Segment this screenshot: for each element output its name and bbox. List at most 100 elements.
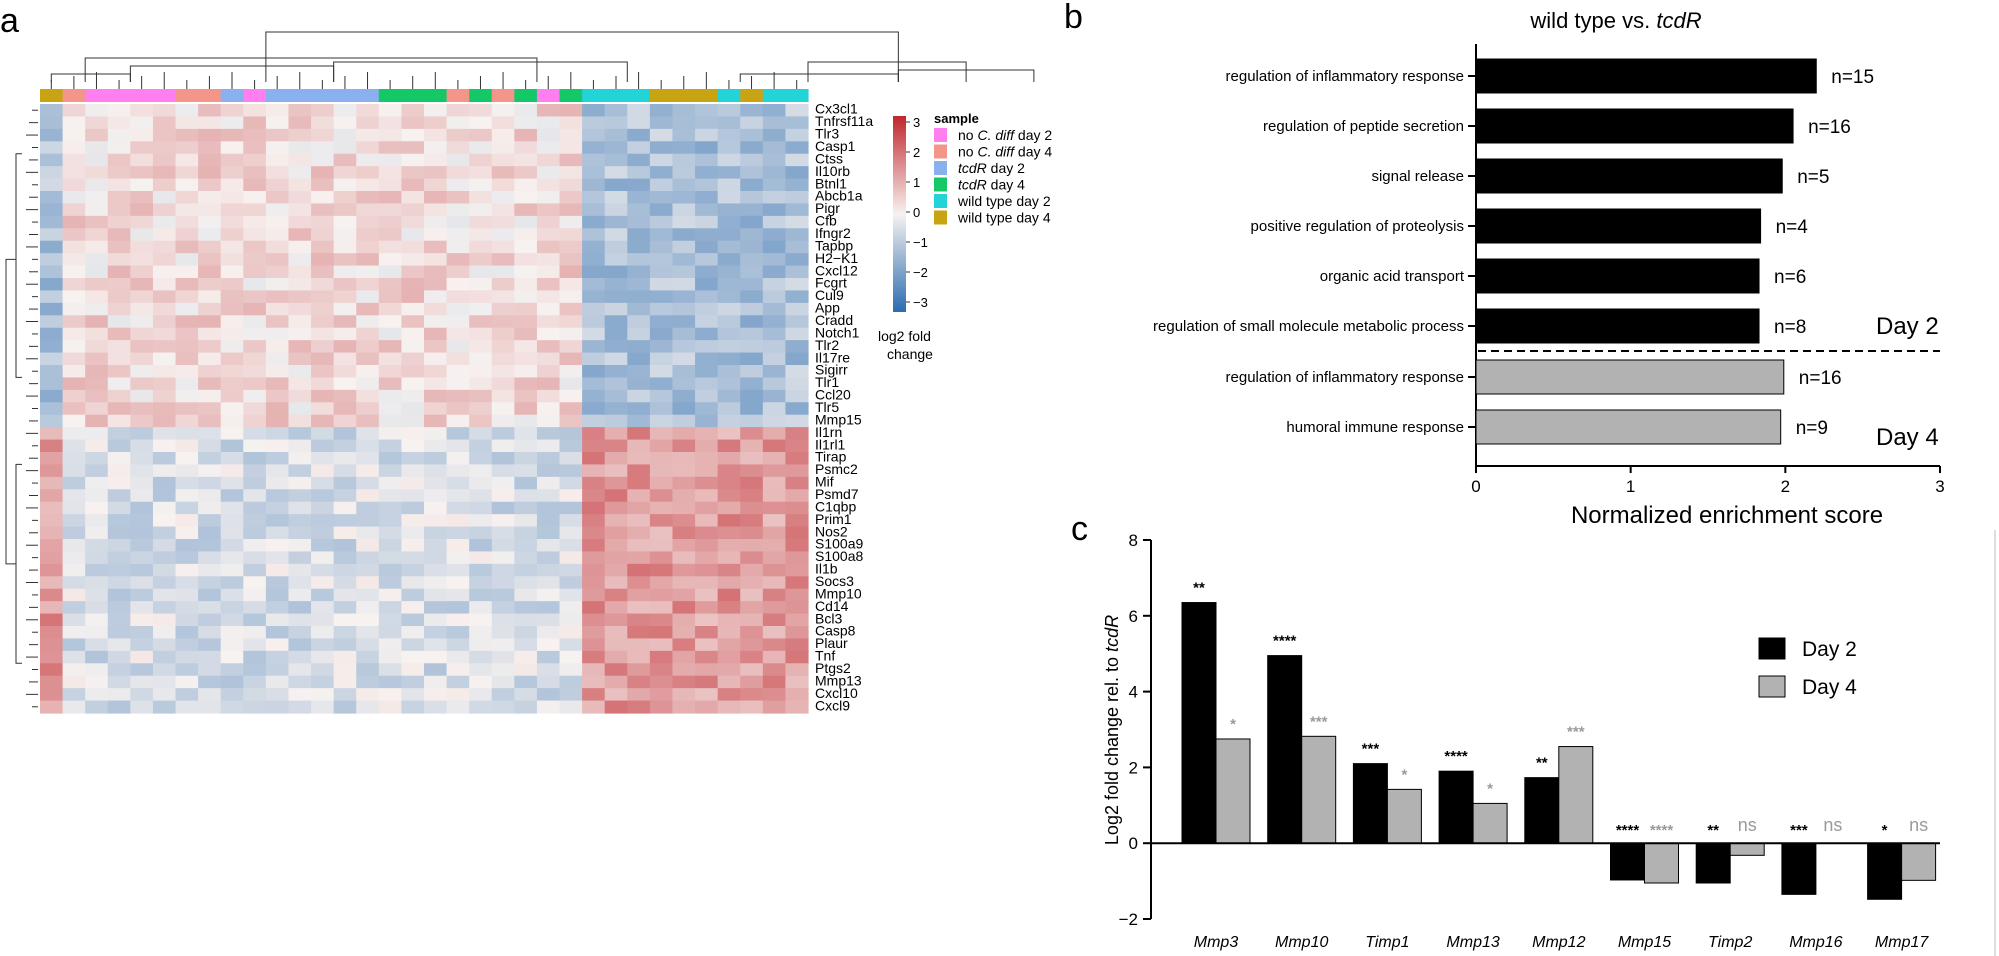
heatmap-cell [536, 191, 561, 205]
heatmap-cell [130, 302, 154, 316]
heatmap-cell [243, 265, 267, 279]
heatmap-cell [220, 427, 244, 441]
heatmap-cell [40, 290, 64, 304]
heatmap-cell [378, 675, 403, 689]
heatmap-cell [627, 166, 651, 180]
heatmap-cell [311, 452, 335, 466]
heatmap-cell [627, 700, 651, 714]
annotation-cell [740, 89, 764, 102]
heatmap-cell [85, 551, 109, 565]
heatmap-cell [469, 240, 493, 254]
heatmap-cell [740, 452, 764, 466]
heatmap-cell [514, 302, 538, 316]
heatmap-cell [401, 153, 425, 167]
heatmap-cell [536, 489, 561, 503]
heatmap-cell [627, 638, 651, 652]
heatmap-cell [85, 414, 109, 428]
heatmap-cell [401, 663, 425, 677]
heatmap-cell [627, 476, 651, 490]
sample-legend-label: wild type day 2 [957, 193, 1051, 209]
heatmap-cell [288, 539, 312, 553]
heatmap-cell [198, 514, 222, 528]
heatmap-cell [582, 290, 606, 304]
heatmap-cell [265, 638, 290, 652]
heatmap-cell [695, 452, 719, 466]
heatmap-cell [401, 452, 425, 466]
heatmap-cell [740, 302, 764, 316]
heatmap-cell [130, 414, 154, 428]
heatmap-cell [582, 526, 606, 540]
heatmap-cell [198, 526, 222, 540]
heatmap-cell [198, 240, 222, 254]
heatmap-cell [220, 551, 244, 565]
heatmap-cell [649, 601, 674, 615]
annotation-cell [695, 89, 719, 102]
heatmap-cell [356, 439, 380, 453]
heatmap-cell [378, 588, 403, 602]
heatmap-cell [582, 439, 606, 453]
heatmap-cell [356, 215, 380, 229]
annotation-cell [130, 89, 154, 102]
annotation-cell [356, 89, 380, 102]
heatmap-cell [536, 166, 561, 180]
heatmap-cell [401, 178, 425, 192]
heatmap-cell [220, 514, 244, 528]
heatmap-cell [333, 203, 357, 217]
heatmap-cell [401, 352, 425, 366]
heatmap-cell [491, 327, 515, 341]
heatmap-cell [424, 551, 448, 565]
heatmap-cell [559, 489, 583, 503]
heatmap-cell [243, 476, 267, 490]
heatmap-cell [604, 203, 628, 217]
heatmap-cell [446, 191, 470, 205]
heatmap-cell [311, 278, 335, 292]
heatmap-cell [107, 315, 131, 329]
heatmap-cell [378, 663, 403, 677]
enrichment-bar [1475, 208, 1762, 244]
heatmap-cell [762, 439, 787, 453]
heatmap-cell [107, 278, 131, 292]
heatmap-cell [220, 240, 244, 254]
heatmap-cell [559, 141, 583, 155]
heatmap-cell [85, 240, 109, 254]
heatmap-cell [582, 626, 606, 640]
heatmap-cell [401, 278, 425, 292]
heatmap-cell [85, 203, 109, 217]
heatmap-cell [559, 650, 583, 664]
fc-significance-label: * [1401, 766, 1407, 783]
heatmap-cell [333, 501, 357, 515]
heatmap-cell [536, 278, 561, 292]
fc-category-label: Mmp17 [1875, 934, 1929, 951]
heatmap-cell [582, 365, 606, 379]
heatmap-cell [469, 265, 493, 279]
heatmap-cell [514, 278, 538, 292]
heatmap-cell [740, 663, 764, 677]
heatmap-cell [559, 153, 583, 167]
heatmap-cell [152, 427, 177, 441]
heatmap-cell [311, 514, 335, 528]
heatmap-cell [514, 526, 538, 540]
heatmap-cell [785, 290, 809, 304]
fc-significance-label: ** [1193, 580, 1205, 597]
fc-category-label: Timp1 [1365, 934, 1409, 951]
heatmap-cell [62, 476, 86, 490]
heatmap-cell [401, 588, 425, 602]
heatmap-cell [130, 166, 154, 180]
heatmap-cell [785, 439, 809, 453]
heatmap-cell [627, 228, 651, 242]
heatmap-cell [491, 191, 515, 205]
heatmap-cell [627, 365, 651, 379]
heatmap-cell [356, 626, 380, 640]
heatmap-cell [40, 613, 64, 627]
heatmap-cell [220, 389, 244, 403]
annotation-cell [107, 89, 131, 102]
heatmap-cell [356, 128, 380, 142]
heatmap-cell [333, 228, 357, 242]
heatmap-cell [604, 365, 628, 379]
fc-significance-label: **** [1650, 822, 1674, 839]
heatmap-cell [152, 514, 177, 528]
heatmap-cell [717, 638, 741, 652]
heatmap-cell [130, 116, 154, 130]
heatmap-cell [536, 290, 561, 304]
heatmap-cell [62, 439, 86, 453]
